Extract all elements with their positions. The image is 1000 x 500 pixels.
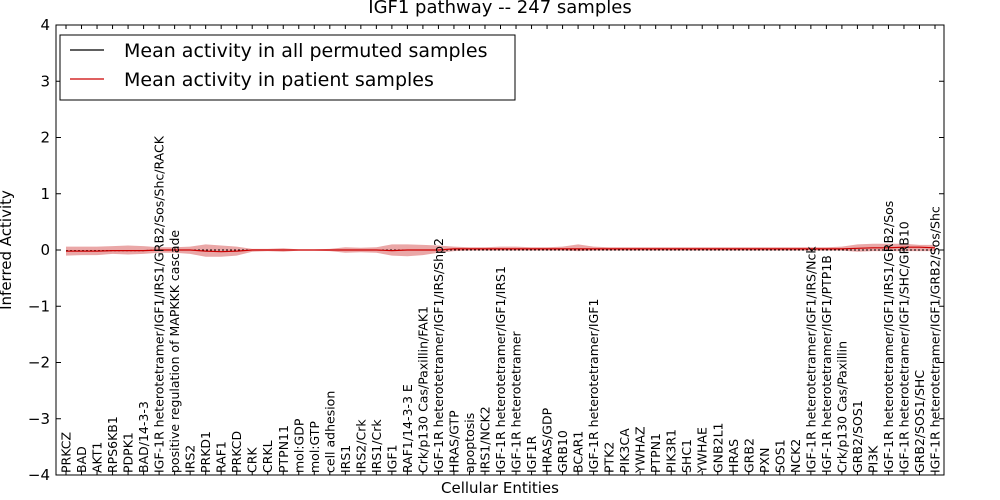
x-category-label: PRKD1	[198, 431, 213, 473]
y-tick-label: −3	[28, 410, 50, 428]
x-category-label: HRAS/GDP	[540, 407, 555, 473]
y-tick-label: −1	[28, 297, 50, 315]
x-category-label: CRKL	[260, 440, 275, 473]
x-category-label: IGF1	[384, 444, 399, 473]
y-tick-label: −4	[28, 466, 50, 484]
series-line-patient	[66, 246, 936, 253]
x-category-label: IRS2	[183, 445, 198, 473]
x-category-label: HRAS/GTP	[446, 410, 461, 473]
x-category-label: IRS1/Crk	[369, 419, 384, 473]
y-tick-label: 3	[40, 72, 50, 90]
legend-box	[59, 34, 516, 101]
x-category-label: mol:GDP	[291, 418, 306, 473]
x-category-label: Crk/p130 Cas/Paxillin	[834, 341, 849, 473]
x-category-label: IRS1/NCK2	[478, 406, 493, 473]
x-category-label: RAF1	[214, 441, 229, 473]
legend: Mean activity in all permuted samples Mea…	[59, 34, 516, 101]
x-category-label: Crk/p130 Cas/Paxillin/FAK1	[415, 306, 430, 473]
y-tick-label: 1	[40, 185, 50, 203]
x-category-label: apoptosis	[462, 413, 477, 473]
variance-band	[66, 243, 935, 257]
x-category-label: IGF1R	[524, 435, 539, 473]
x-category-label: PXN	[757, 448, 772, 473]
x-category-label: YWHAE	[695, 427, 710, 474]
x-category-label: PDPK1	[121, 432, 136, 473]
x-category-label: IGF-1R heterotetramer/IGF1/IRS1/GRB2/Sos…	[152, 135, 167, 473]
x-category-label: mol:GTP	[307, 421, 322, 473]
y-tick-label: −2	[28, 354, 50, 372]
x-category-label: GRB10	[555, 430, 570, 473]
x-category-label: positive regulation of MAPKKK cascade	[167, 230, 182, 473]
x-category-label: NCK2	[788, 439, 803, 473]
x-category-label: GNB2L1	[710, 423, 725, 473]
x-category-label: cell adhesion	[322, 391, 337, 473]
x-category-label: CRK	[245, 447, 260, 473]
x-category-label: PTPN1	[648, 433, 663, 473]
x-category-label: IGF-1R heterotetramer/IGF1/PTP1B	[819, 255, 834, 473]
x-category-label: IRS2/Crk	[353, 419, 368, 473]
x-category-label: SOS1	[772, 439, 787, 473]
x-category-label: GRB2	[741, 438, 756, 473]
x-category-label: PRKCZ	[59, 432, 74, 473]
x-category-label: PI3K	[865, 445, 880, 473]
x-category-label: PTK2	[602, 442, 617, 473]
x-category-label: IGF-1R heterotetramer/IGF1/IRS/Shp2	[431, 238, 446, 473]
x-category-label: PTPN11	[276, 425, 291, 473]
x-axis-label: Cellular Entities	[441, 479, 559, 497]
legend-label: Mean activity in all permuted samples	[124, 40, 487, 62]
x-category-label: IGF-1R heterotetramer/IGF1/IRS1	[493, 266, 508, 473]
x-category-label: IGF-1R heterotetramer/IGF1/IRS/Nck	[803, 246, 818, 473]
y-tick-label: 2	[40, 129, 50, 147]
x-category-label: GRB2/SOS1	[850, 400, 865, 473]
chart-title: IGF1 pathway -- 247 samples	[368, 0, 631, 18]
x-category-label: IGF-1R heterotetramer/IGF1/GRB2/Sos/Shc	[928, 206, 943, 473]
y-axis-label: Inferred Activity	[0, 190, 15, 310]
x-category-label: IGF-1R heterotetramer	[509, 330, 524, 473]
x-category-label: IGF-1R heterotetramer/IGF1/IRS1/GRB2/Sos	[881, 201, 896, 473]
x-category-label: YWHAZ	[633, 426, 648, 474]
series-line-permuted	[66, 249, 935, 252]
x-category-label: IRS1	[338, 445, 353, 473]
x-category-label: PRKCD	[229, 431, 244, 473]
y-tick-label: 0	[40, 241, 50, 259]
legend-label: Mean activity in patient samples	[124, 69, 434, 91]
y-tick-label: 4	[40, 16, 50, 34]
x-category-label: GRB2/SOS1/SHC	[912, 370, 927, 473]
x-category-label: IGF-1R heterotetramer/IGF1	[586, 299, 601, 473]
x-category-label: PIK3R1	[664, 429, 679, 473]
x-category-label: AKT1	[90, 442, 105, 473]
x-category-label: RAF1/14-3-3 E	[400, 384, 415, 473]
x-category-label: HRAS	[726, 439, 741, 473]
x-category-label: BAD	[74, 446, 89, 473]
x-category-label: RPS6KB1	[105, 416, 120, 473]
x-category-label: BCAR1	[571, 431, 586, 473]
x-category-label: IGF-1R heterotetramer/IGF1/SHC/GRB10	[897, 221, 912, 473]
x-category-label: BAD/14-3-3	[136, 401, 151, 473]
x-category-label: PIK3CA	[617, 428, 632, 473]
x-category-label: SHC1	[679, 439, 694, 473]
